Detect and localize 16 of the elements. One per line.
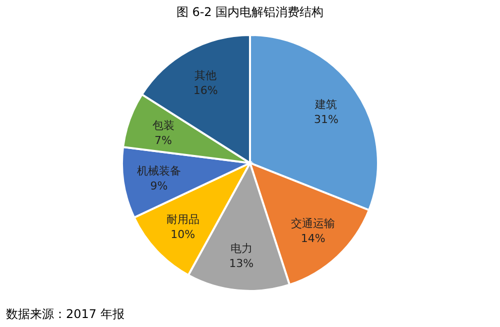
slice-label: 其他	[194, 69, 217, 82]
slice-label: 电力	[230, 242, 252, 255]
data-label: 10%	[170, 228, 196, 242]
data-label: 31%	[314, 113, 338, 126]
data-label: 13%	[229, 256, 254, 270]
data-label: 16%	[193, 84, 218, 98]
data-label: 14%	[300, 232, 326, 246]
data-label: 7%	[154, 134, 172, 147]
slice-label: 机械装备	[136, 164, 181, 178]
slice-label: 交通运输	[291, 217, 336, 230]
slice-label: 包装	[152, 118, 174, 132]
slice-label: 耐用品	[166, 213, 200, 226]
slice-label: 建筑	[314, 98, 338, 112]
chart-title: 图 6-2 国内电解铝消费结构	[176, 5, 324, 19]
data-label: 9%	[150, 179, 168, 192]
source-note: 数据来源：2017 年报	[6, 307, 124, 321]
